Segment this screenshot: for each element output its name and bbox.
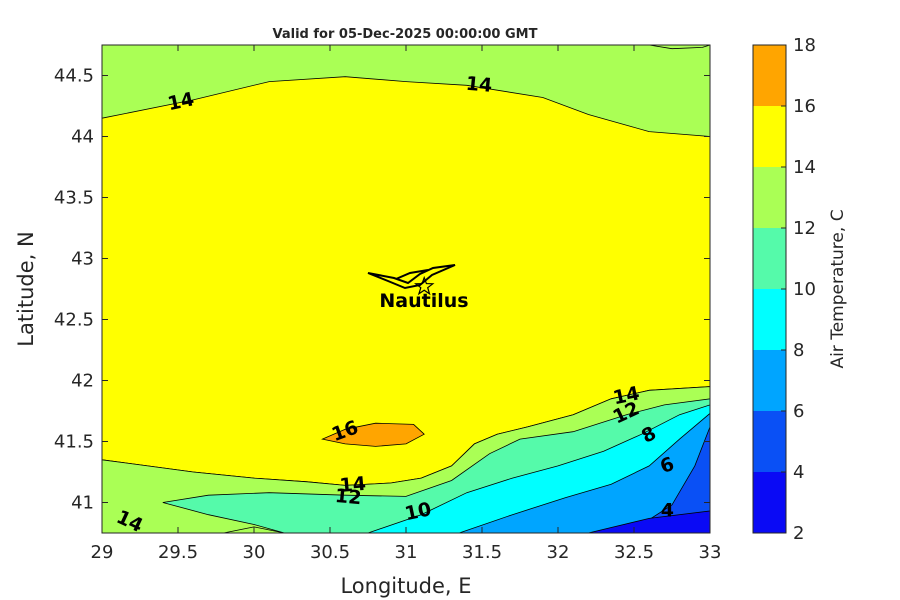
colorbar-segment-12	[753, 167, 786, 228]
x-tick-label-6: 32	[547, 542, 570, 563]
contour-label-9: 12	[334, 485, 362, 509]
y-tick-label-1: 41.5	[54, 432, 94, 453]
colorbar-tick-label-1: 4	[793, 462, 804, 483]
contour-label-1: 14	[465, 73, 493, 97]
colorbar-tick-label-2: 6	[793, 401, 804, 422]
contour-label-2: 14	[611, 382, 641, 409]
x-axis: 29 29.5 30 30.5 31 31.5 32 32.5 33	[91, 45, 722, 563]
contour-label-8: 14	[339, 473, 367, 497]
colorbar-segment-10	[753, 228, 786, 289]
y-tick-label-5: 43.5	[54, 188, 94, 209]
contour-regions	[101, 44, 711, 534]
colorbar-segment-2	[753, 472, 786, 533]
chart-title: Valid for 05-Dec-2025 00:00:00 GMT	[273, 27, 538, 42]
colorbar-tick-label-3: 8	[793, 340, 804, 361]
x-tick-label-3: 30.5	[310, 542, 350, 563]
contour-label-10: 10	[403, 498, 433, 525]
y-axis-label: Latitude, N	[14, 231, 38, 347]
location-label-nautilus: Nautilus	[379, 290, 468, 312]
colorbar-tick-label-0: 2	[793, 523, 804, 544]
contour-label-0: 14	[166, 88, 196, 115]
y-tick-label-4: 43	[71, 249, 94, 270]
x-tick-label-0: 29	[91, 542, 114, 563]
y-tick-label-0: 41	[71, 493, 94, 514]
colorbar-tick-label-5: 12	[793, 218, 816, 239]
x-tick-label-4: 31	[395, 542, 418, 563]
annotation-layer: Nautilus	[367, 264, 469, 312]
x-axis-label: Longitude, E	[340, 574, 471, 598]
colorbar-segment-16	[753, 45, 786, 106]
colorbar-segment-8	[753, 289, 786, 350]
colorbar-tick-label-4: 10	[793, 279, 816, 300]
y-tick-label-2: 42	[71, 371, 94, 392]
colorbar: 2 4 6 8 10 12 14 16 18	[752, 35, 816, 544]
location-star-icon	[413, 275, 435, 296]
contour-label-6: 4	[661, 500, 674, 522]
y-tick-label-6: 44	[71, 127, 94, 148]
y-axis: 41 41.5 42 42.5 43 43.5 44 44.5	[54, 66, 710, 514]
colorbar-segment-14	[753, 106, 786, 167]
colorbar-label: Air Temperature, C	[828, 209, 848, 368]
nautilus-coastline-shape	[367, 264, 456, 290]
x-tick-label-2: 30	[243, 542, 266, 563]
y-tick-label-3: 42.5	[54, 310, 94, 331]
y-tick-label-7: 44.5	[54, 66, 94, 87]
x-tick-label-5: 31.5	[462, 542, 502, 563]
x-tick-label-8: 33	[699, 542, 722, 563]
colorbar-tick-label-7: 16	[793, 96, 816, 117]
x-tick-label-1: 29.5	[158, 542, 198, 563]
colorbar-segment-4	[753, 411, 786, 472]
x-tick-label-7: 32.5	[614, 542, 654, 563]
contour-region-16-8	[321, 422, 425, 447]
colorbar-segment-6	[753, 350, 786, 411]
colorbar-tick-label-8: 18	[793, 35, 816, 56]
colorbar-tick-label-6: 14	[793, 157, 816, 178]
